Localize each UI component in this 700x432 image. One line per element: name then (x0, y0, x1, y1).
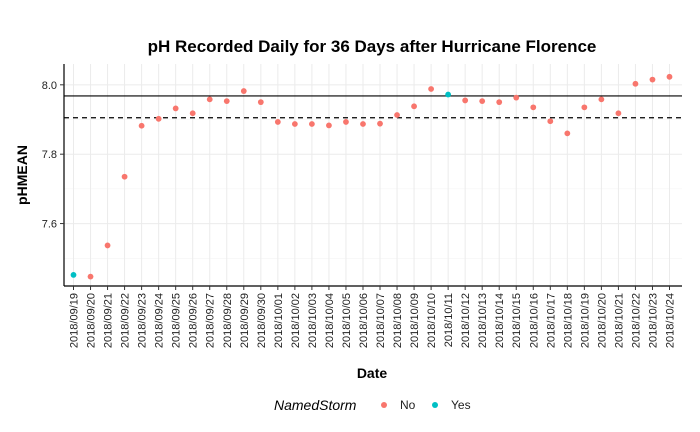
data-point (291, 121, 298, 127)
legend: NamedStorm No Yes (274, 397, 471, 413)
gridlines (64, 64, 682, 286)
y-tick-labels: 7.6 7.8 8.0 (42, 80, 57, 231)
x-tick-label: 2018/09/23 (137, 293, 149, 348)
x-axis-title: Date (357, 365, 388, 381)
data-point (547, 118, 554, 125)
data-point (360, 121, 366, 127)
x-tick-label: 2018/10/06 (358, 293, 370, 348)
y-tick-label: 7.6 (42, 219, 57, 231)
x-tick-label: 2018/10/02 (290, 293, 302, 348)
x-tick-label: 2018/10/08 (392, 293, 404, 348)
x-tick-label: 2018/10/18 (562, 293, 574, 348)
data-point (172, 105, 179, 112)
x-tick-label: 2018/09/19 (69, 293, 81, 348)
x-tick-label: 2018/10/16 (528, 293, 540, 348)
data-point (632, 80, 639, 87)
y-tick-label: 8.0 (42, 80, 57, 92)
data-point (309, 121, 315, 127)
x-tick-label: 2018/10/23 (647, 293, 659, 348)
x-tick-label: 2018/09/26 (188, 293, 200, 348)
data-point (649, 76, 656, 83)
x-tick-label: 2018/10/10 (426, 293, 438, 348)
data-point (598, 96, 605, 103)
y-axis-title: pHMEAN (14, 145, 30, 205)
legend-label-no: No (400, 398, 416, 412)
data-point (445, 91, 452, 98)
data-point (70, 272, 77, 278)
x-tick-label: 2018/10/09 (409, 293, 421, 348)
data-point (513, 94, 520, 101)
x-tick-labels: 2018/09/19 2018/09/20 2018/09/21 2018/09/22… (69, 293, 677, 348)
x-tick-label: 2018/10/19 (579, 293, 591, 348)
legend-label-yes: Yes (451, 398, 471, 412)
x-tick-label: 2018/10/11 (443, 293, 455, 347)
data-point (343, 119, 349, 125)
x-tick-label: 2018/10/05 (341, 293, 353, 348)
data-point (326, 122, 332, 129)
x-tick-label: 2018/10/13 (477, 293, 489, 348)
data-point (615, 110, 622, 117)
data-point (138, 122, 145, 129)
x-tick-label: 2018/10/20 (596, 293, 608, 348)
x-tick-label: 2018/09/28 (222, 293, 234, 348)
x-tick-label: 2018/09/30 (256, 293, 268, 348)
x-tick-label: 2018/10/03 (307, 293, 319, 348)
legend-entries: No Yes (381, 398, 471, 412)
x-tick-label: 2018/09/29 (239, 293, 251, 348)
legend-key-yes (432, 402, 438, 408)
data-point (274, 119, 281, 125)
data-point (428, 86, 434, 92)
legend-title: NamedStorm (274, 397, 357, 413)
data-point (377, 120, 383, 127)
data-point (223, 98, 230, 105)
chart-title: pH Recorded Daily for 36 Days after Hurr… (148, 37, 597, 56)
y-tick-label: 7.8 (42, 149, 57, 161)
x-tick-label: 2018/10/14 (494, 293, 506, 348)
data-point (189, 110, 196, 117)
data-point (666, 73, 673, 80)
x-tick-label: 2018/10/12 (460, 293, 472, 348)
x-tick-label: 2018/09/22 (120, 293, 132, 348)
x-tick-label: 2018/10/21 (613, 293, 625, 348)
data-point (257, 99, 264, 106)
data-point (121, 173, 128, 180)
reference-lines (64, 95, 682, 119)
x-tick-label: 2018/09/25 (171, 293, 183, 348)
x-tick-label: 2018/10/01 (273, 293, 285, 348)
data-point (206, 96, 213, 103)
x-tick-label: 2018/10/17 (545, 293, 557, 348)
legend-key-no (381, 402, 387, 408)
data-point (564, 130, 571, 137)
data-points (70, 73, 673, 280)
data-point (240, 88, 247, 94)
x-tick-label: 2018/09/20 (86, 293, 98, 348)
data-point (155, 115, 162, 122)
x-tick-label: 2018/10/22 (630, 293, 642, 348)
axes (60, 64, 682, 290)
x-tick-label: 2018/09/21 (103, 293, 115, 348)
x-tick-label: 2018/10/07 (375, 293, 387, 348)
x-tick-label: 2018/10/15 (511, 293, 523, 348)
x-tick-label: 2018/09/24 (154, 293, 166, 348)
data-point (581, 104, 588, 111)
data-point (462, 97, 469, 104)
data-point (411, 103, 417, 110)
data-point (394, 112, 400, 118)
x-tick-label: 2018/10/04 (324, 293, 336, 348)
data-point (479, 98, 486, 105)
data-point (87, 273, 94, 280)
data-point (104, 242, 111, 249)
data-point (530, 104, 537, 111)
x-tick-label: 2018/10/24 (665, 293, 677, 348)
data-point (496, 99, 503, 106)
x-tick-label: 2018/09/27 (205, 293, 217, 348)
